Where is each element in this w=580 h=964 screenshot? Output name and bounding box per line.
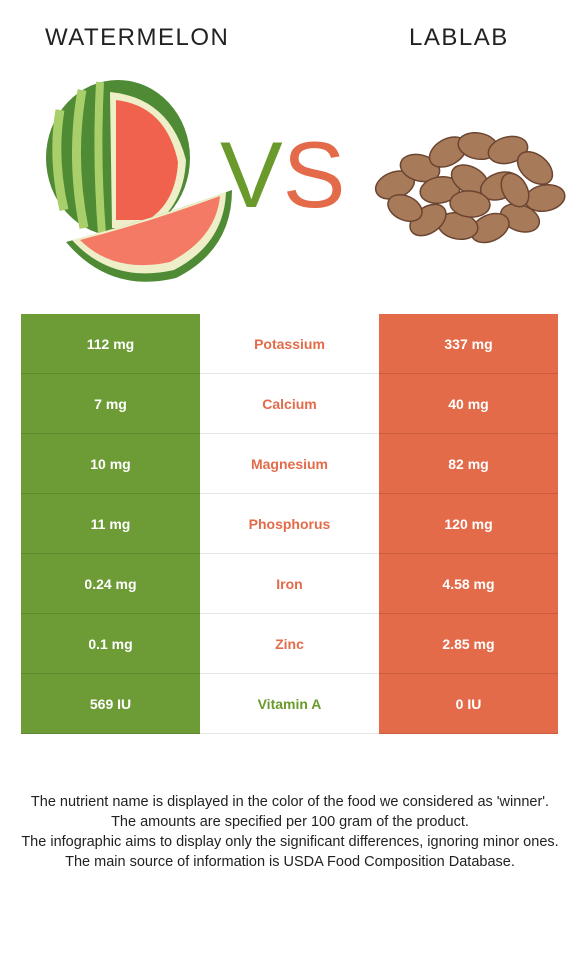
vs-v: V: [220, 122, 283, 227]
lablab-image: [374, 131, 566, 244]
nutrient-name: Calcium: [200, 373, 379, 434]
right-value: 40 mg: [379, 373, 558, 434]
footer-line: The infographic aims to display only the…: [21, 834, 559, 850]
nutrient-name: Phosphorus: [200, 493, 379, 554]
right-value: 337 mg: [379, 314, 558, 374]
nutrient-name: Magnesium: [200, 433, 379, 494]
nutrient-name: Potassium: [200, 314, 379, 374]
left-value: 569 IU: [21, 673, 200, 734]
vs-s: S: [282, 122, 346, 227]
right-value: 4.58 mg: [379, 553, 558, 614]
footer-line: The main source of information is USDA F…: [65, 854, 515, 870]
nutrient-row: 0.24 mg Iron 4.58 mg: [21, 553, 558, 614]
nutrient-row: 112 mg Potassium 337 mg: [21, 314, 558, 374]
nutrient-table: 112 mg Potassium 337 mg 7 mg Calcium 40 mg 10 …: [21, 314, 558, 734]
nutrient-row: 7 mg Calcium 40 mg: [21, 373, 558, 434]
right-value: 0 IU: [379, 673, 558, 734]
left-value: 112 mg: [21, 314, 200, 374]
footer-notes: The nutrient name is displayed in the co…: [16, 792, 564, 872]
nutrient-name: Zinc: [200, 613, 379, 674]
nutrient-row: 10 mg Magnesium 82 mg: [21, 433, 558, 494]
right-value: 120 mg: [379, 493, 558, 554]
left-value: 7 mg: [21, 373, 200, 434]
watermelon-image: [46, 80, 232, 282]
footer-line: The amounts are specified per 100 gram o…: [111, 814, 469, 830]
vs-label: VS: [220, 128, 345, 222]
nutrient-name: Vitamin A: [200, 673, 379, 734]
nutrient-row: 11 mg Phosphorus 120 mg: [21, 493, 558, 554]
right-value: 82 mg: [379, 433, 558, 494]
left-value: 11 mg: [21, 493, 200, 554]
footer-line: The nutrient name is displayed in the co…: [30, 794, 550, 810]
right-value: 2.85 mg: [379, 613, 558, 674]
left-value: 10 mg: [21, 433, 200, 494]
nutrient-row: 0.1 mg Zinc 2.85 mg: [21, 613, 558, 674]
nutrient-name: Iron: [200, 553, 379, 614]
food-images: [46, 80, 566, 282]
left-food-title: WATERMELON: [45, 24, 230, 51]
right-food-title: LABLAB: [409, 24, 509, 51]
left-value: 0.24 mg: [21, 553, 200, 614]
left-value: 0.1 mg: [21, 613, 200, 674]
